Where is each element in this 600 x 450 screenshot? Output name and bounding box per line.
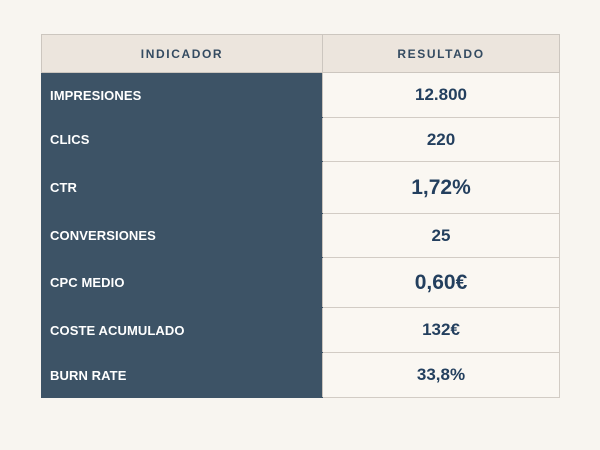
row-label-clics: CLICS — [41, 117, 323, 162]
kpi-table: INDICADOR RESULTADO IMPRESIONES 12.800 C… — [41, 34, 560, 398]
row-value-burn-rate: 33,8% — [322, 352, 560, 398]
row-value-coste-acumulado: 132€ — [322, 307, 560, 353]
table-row: COSTE ACUMULADO 132€ — [41, 307, 560, 353]
row-label-ctr: CTR — [41, 161, 323, 214]
row-value-impresiones: 12.800 — [322, 72, 560, 118]
row-label-coste-acumulado: COSTE ACUMULADO — [41, 307, 323, 353]
kpi-table-container: INDICADOR RESULTADO IMPRESIONES 12.800 C… — [41, 34, 560, 398]
row-value-cpc-medio: 0,60€ — [322, 257, 560, 308]
row-label-conversiones: CONVERSIONES — [41, 213, 323, 258]
header-indicator: INDICADOR — [41, 34, 323, 73]
table-row: BURN RATE 33,8% — [41, 352, 560, 398]
table-row: CONVERSIONES 25 — [41, 213, 560, 258]
table-row: IMPRESIONES 12.800 — [41, 72, 560, 118]
table-row: CPC MEDIO 0,60€ — [41, 257, 560, 308]
row-label-cpc-medio: CPC MEDIO — [41, 257, 323, 308]
row-value-conversiones: 25 — [322, 213, 560, 258]
row-value-ctr: 1,72% — [322, 161, 560, 214]
table-row: CLICS 220 — [41, 117, 560, 162]
header-result: RESULTADO — [322, 34, 560, 73]
table-header-row: INDICADOR RESULTADO — [41, 34, 560, 73]
row-label-burn-rate: BURN RATE — [41, 352, 323, 398]
table-row: CTR 1,72% — [41, 161, 560, 214]
row-value-clics: 220 — [322, 117, 560, 162]
row-label-impresiones: IMPRESIONES — [41, 72, 323, 118]
